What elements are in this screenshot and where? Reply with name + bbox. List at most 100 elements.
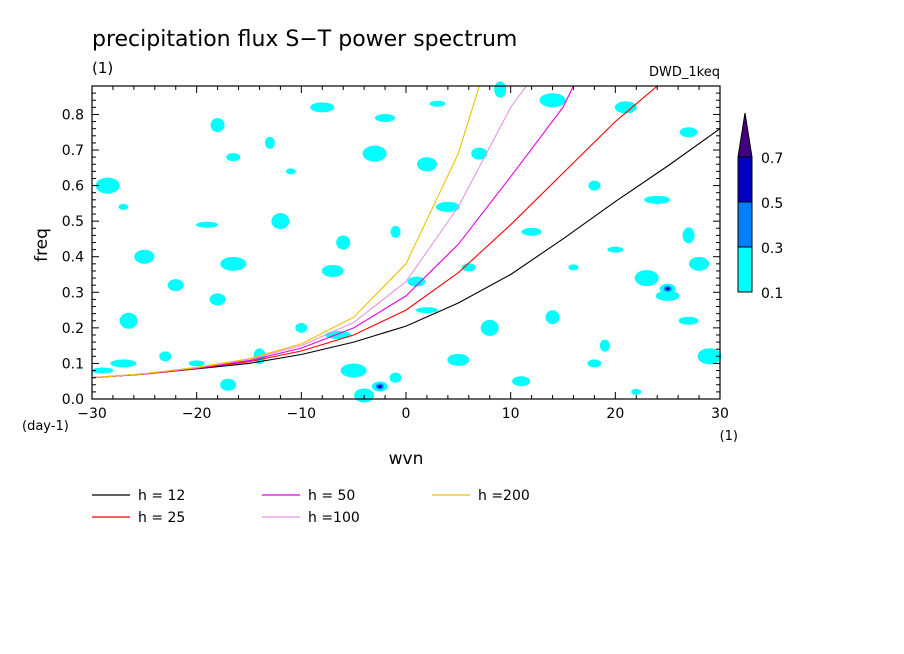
power-blob	[545, 310, 560, 325]
series-line-5	[91, 85, 480, 379]
power-blob	[678, 316, 699, 325]
x-tick-label: 20	[606, 406, 624, 422]
y-tick-label: 0.6	[62, 179, 84, 195]
power-blob	[435, 201, 460, 212]
power-blob	[375, 114, 396, 123]
y-tick-label: 0.7	[62, 143, 84, 159]
power-blob	[310, 102, 335, 113]
chart-title: precipitation flux S−T power spectrum	[92, 27, 517, 52]
y-axis-label: freq	[32, 228, 52, 262]
power-blob	[196, 221, 219, 228]
y-tick-label: 0.2	[62, 321, 84, 337]
power-blob	[461, 263, 476, 272]
power-contours	[91, 81, 722, 403]
power-blob	[119, 312, 138, 329]
y-tick-label: 0.5	[62, 214, 84, 230]
power-blob	[362, 145, 387, 162]
y-tick-label: 0.3	[62, 285, 84, 301]
power-blob	[336, 235, 351, 250]
power-blob	[644, 195, 671, 204]
legend-label: h =200	[478, 488, 530, 504]
x-tick-label: −10	[287, 406, 317, 422]
series-line-4	[91, 85, 527, 379]
legend-label: h =100	[308, 510, 360, 526]
colorbar-label: 0.1	[761, 286, 783, 302]
power-blob	[118, 203, 129, 210]
power-blob	[321, 264, 344, 277]
power-blob	[167, 279, 184, 292]
colorbar-extension	[737, 112, 753, 158]
power-blob	[682, 227, 695, 244]
colorbar-label: 0.5	[761, 196, 783, 212]
dispersion-curves	[91, 85, 721, 379]
power-blob	[220, 378, 237, 391]
power-blob	[689, 256, 710, 271]
power-blob	[521, 227, 542, 236]
power-blob	[415, 307, 438, 314]
power-blob-high	[665, 287, 670, 291]
y-tick-label: 0.8	[62, 107, 84, 123]
x-tick-label: −20	[182, 406, 212, 422]
power-blob	[188, 360, 205, 367]
x-tick-label: 30	[711, 406, 729, 422]
power-blob	[226, 153, 241, 162]
dataset-label: DWD_1keq	[649, 65, 720, 80]
colorbar: 0.7 0.5 0.3 0.1	[737, 112, 783, 302]
plot-frame	[91, 85, 721, 400]
colorbar-segment	[737, 246, 753, 293]
power-blob	[568, 264, 579, 271]
power-blob	[655, 290, 680, 301]
x-tick-label: −30	[77, 406, 107, 422]
power-blob	[539, 93, 566, 108]
y-tick-label: 0.0	[62, 392, 84, 408]
legend-label: h = 25	[138, 510, 185, 526]
colorbar-label: 0.3	[761, 241, 783, 257]
power-blob	[134, 249, 155, 264]
y-tick-label: 0.4	[62, 250, 84, 266]
power-blob	[631, 388, 642, 395]
legend: h = 12 h = 25 h = 50 h =100 h =200	[92, 488, 530, 526]
power-blob	[210, 118, 225, 133]
legend-label: h = 12	[138, 488, 185, 504]
power-blob	[110, 359, 137, 368]
x-tick-label: 10	[502, 406, 520, 422]
power-blob	[95, 177, 120, 194]
power-blob	[480, 319, 499, 336]
chart-title-units: (1)	[92, 59, 113, 77]
power-blob	[471, 147, 488, 160]
power-blob-high	[378, 385, 382, 388]
colorbar-segment	[737, 156, 753, 203]
x-tick-label: 0	[402, 406, 411, 422]
series-line-1	[91, 128, 721, 379]
plot-area: −30 −20 −10 0 10 20 30 0.00.10.20.30.40.50.60.…	[62, 81, 729, 422]
colorbar-segment	[737, 201, 753, 248]
power-blob	[512, 376, 531, 387]
power-blob	[220, 256, 247, 271]
power-blob	[264, 136, 275, 149]
legend-label: h = 50	[308, 488, 355, 504]
power-blob	[340, 363, 367, 378]
power-blob	[447, 353, 470, 366]
colorbar-label: 0.7	[761, 151, 783, 167]
power-blob	[389, 372, 402, 383]
power-blob	[494, 81, 507, 98]
y-axis-units: (day-1)	[22, 419, 69, 434]
power-blob	[599, 339, 610, 352]
power-blob	[587, 359, 602, 368]
x-axis: −30 −20 −10 0 10 20 30	[77, 86, 729, 422]
x-axis-label: wvn	[389, 449, 424, 469]
power-blob	[285, 168, 296, 175]
power-blob	[295, 322, 308, 333]
power-blob	[91, 367, 114, 374]
power-blob	[429, 100, 446, 107]
power-blob	[390, 225, 401, 238]
power-blob	[588, 180, 601, 191]
power-blob	[271, 213, 290, 230]
power-blob	[607, 246, 624, 253]
power-blob	[614, 101, 637, 114]
y-axis: 0.0 0.1 0.2 0.3 0.4 0.5 0.6 0.7 0.8	[62, 85, 720, 408]
power-blob	[209, 293, 226, 306]
power-blob	[679, 127, 698, 138]
power-blob	[634, 270, 659, 287]
